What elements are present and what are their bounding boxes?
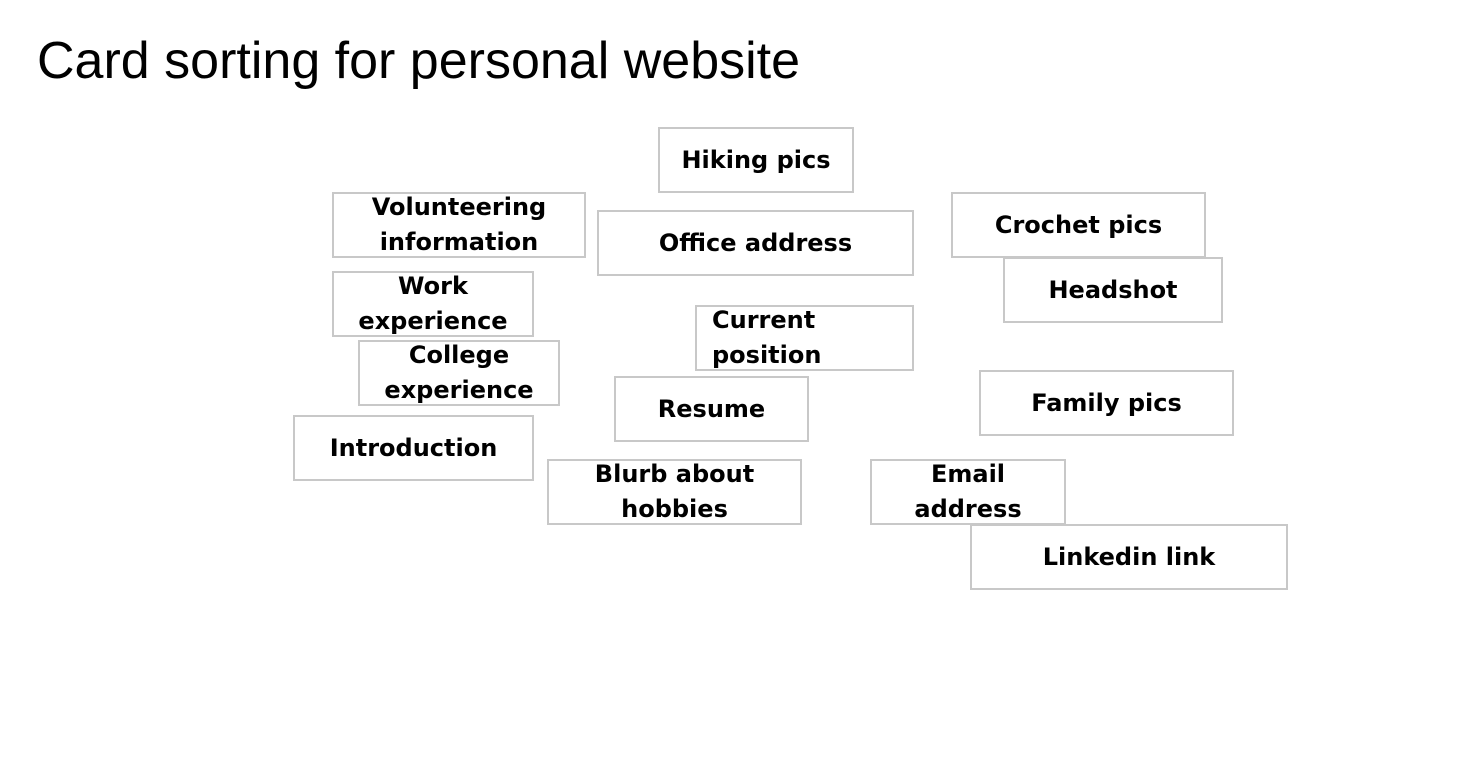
- card-resume[interactable]: Resume: [614, 376, 809, 442]
- card-current-position[interactable]: Current position: [695, 305, 914, 371]
- card-label-line2: experience: [358, 307, 508, 335]
- card-college-experience[interactable]: College experience: [358, 340, 560, 406]
- card-family-pics[interactable]: Family pics: [979, 370, 1234, 436]
- card-label-line1: Email: [930, 460, 1006, 488]
- card-label-line2: experience: [384, 376, 534, 404]
- card-label: Linkedin link: [1042, 542, 1216, 571]
- card-label: Headshot: [1048, 275, 1178, 304]
- card-label: Crochet pics: [994, 210, 1163, 239]
- card-label-line1: Work: [398, 272, 468, 300]
- card-label-line1: Current: [712, 306, 816, 334]
- card-work-experience[interactable]: Work experience: [332, 271, 534, 337]
- card-label-line1: Blurb about: [594, 460, 755, 488]
- card-label-line1: Volunteering: [371, 193, 547, 221]
- card-label: Family pics: [1031, 388, 1182, 417]
- card-label: Resume: [657, 394, 766, 423]
- card-label-line2: address: [914, 495, 1022, 523]
- card-hiking-pics[interactable]: Hiking pics: [658, 127, 854, 193]
- card-headshot[interactable]: Headshot: [1003, 257, 1223, 323]
- slide-title: Card sorting for personal website: [37, 32, 801, 90]
- card-label-line2: information: [379, 228, 539, 256]
- card-blurb-about-hobbies[interactable]: Blurb about hobbies: [547, 459, 802, 525]
- card-introduction[interactable]: Introduction: [293, 415, 534, 481]
- card-volunteering-information[interactable]: Volunteering information: [332, 192, 586, 258]
- card-label-line2: hobbies: [621, 495, 728, 523]
- card-office-address[interactable]: Office address: [597, 210, 914, 276]
- card-crochet-pics[interactable]: Crochet pics: [951, 192, 1206, 258]
- card-label: Hiking pics: [681, 145, 831, 174]
- card-label-line1: College: [408, 341, 510, 369]
- card-email-address[interactable]: Email address: [870, 459, 1066, 525]
- card-label: Office address: [658, 228, 853, 257]
- card-label-line2: position: [712, 341, 822, 369]
- card-linkedin-link[interactable]: Linkedin link: [970, 524, 1288, 590]
- card-label: Introduction: [329, 433, 498, 462]
